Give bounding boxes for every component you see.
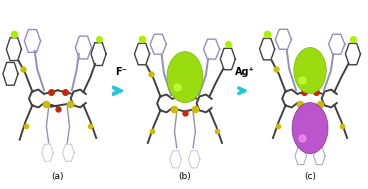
FancyArrowPatch shape bbox=[114, 88, 120, 94]
Text: (a): (a) bbox=[52, 172, 64, 181]
Text: Ag⁺: Ag⁺ bbox=[234, 67, 254, 77]
Text: F⁻: F⁻ bbox=[116, 67, 127, 77]
Circle shape bbox=[292, 103, 328, 154]
Text: (c): (c) bbox=[304, 172, 316, 181]
Circle shape bbox=[167, 52, 203, 103]
Text: (b): (b) bbox=[178, 172, 191, 181]
Circle shape bbox=[294, 47, 326, 94]
FancyArrowPatch shape bbox=[239, 88, 244, 94]
